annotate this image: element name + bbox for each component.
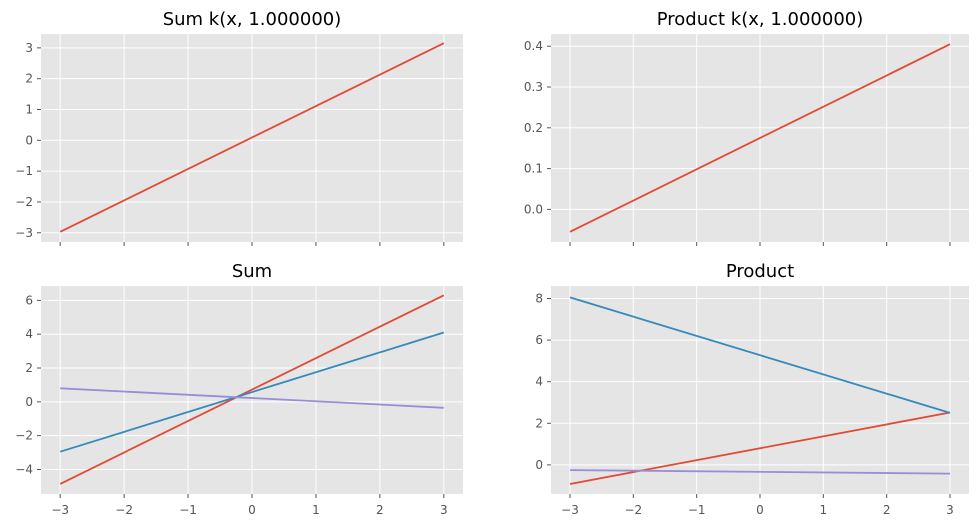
x-tick-label: −2	[624, 503, 642, 517]
x-tick-label: 2	[883, 503, 891, 517]
x-tick-label: −1	[179, 503, 197, 517]
subplot-title: Sum k(x, 1.000000)	[163, 9, 342, 30]
subplot-title: Product k(x, 1.000000)	[657, 9, 864, 30]
x-tick-label: −3	[561, 503, 579, 517]
series-line-1	[59, 294, 445, 485]
subplot-title: Sum	[232, 261, 272, 282]
x-tick-label: −1	[688, 503, 706, 517]
series-line-2	[59, 331, 445, 453]
y-tick-label: 0.4	[524, 39, 543, 53]
y-tick-label: 0	[25, 395, 33, 409]
y-tick-label: 0	[25, 133, 33, 147]
x-tick-label: 2	[376, 503, 384, 517]
y-tick-label: 6	[25, 293, 33, 307]
x-tick-label: 3	[440, 503, 448, 517]
y-tick-label: 6	[535, 333, 543, 347]
subplot-title: Product	[726, 261, 794, 282]
y-tick-label: −3	[15, 226, 33, 240]
y-tick-label: 0	[535, 458, 543, 472]
y-tick-label: 1	[25, 102, 33, 116]
y-tick-label: 4	[535, 375, 543, 389]
y-tick-label: 0.3	[524, 80, 543, 94]
subplot-3: −3 −2 −1 0 1 2 3 −4 −2 0 2 4 6 Sum	[15, 261, 463, 517]
x-tick-label: 1	[820, 503, 828, 517]
y-tick-label: 3	[25, 41, 33, 55]
y-tick-label: 0.2	[524, 121, 543, 135]
y-tick-label: 4	[25, 327, 33, 341]
y-tick-label: −2	[15, 195, 33, 209]
y-tick-label: −1	[15, 164, 33, 178]
y-tick-label: −4	[15, 462, 33, 476]
y-tick-label: 2	[535, 416, 543, 430]
series-line-3	[60, 387, 444, 409]
y-tick-label: 2	[25, 361, 33, 375]
y-tick-label: 0.1	[524, 162, 543, 176]
x-tick-label: 1	[312, 503, 320, 517]
series-line-2	[569, 296, 951, 414]
y-tick-label: 2	[25, 72, 33, 86]
subplot-4: −3 −2 −1 0 1 2 3 0 2 4 6 8 Product	[535, 261, 969, 517]
series-line-1	[59, 42, 445, 233]
x-tick-label: −2	[115, 503, 133, 517]
y-tick-label: 8	[535, 291, 543, 305]
x-tick-label: 0	[756, 503, 764, 517]
x-tick-label: 0	[248, 503, 256, 517]
subplot-2: 0.0 0.1 0.2 0.3 0.4 Product k(x, 1.000000)	[524, 9, 969, 246]
series-line-3	[569, 469, 951, 475]
y-tick-label: 0.0	[524, 202, 543, 216]
x-tick-label: −3	[51, 503, 69, 517]
series-line-1	[569, 411, 951, 485]
y-tick-label: −2	[15, 429, 33, 443]
series-line-1	[569, 43, 951, 233]
subplot-1: −3 −2 −1 0 1 2 3 Sum k(x, 1.000000)	[15, 9, 463, 246]
x-tick-label: 3	[946, 503, 954, 517]
